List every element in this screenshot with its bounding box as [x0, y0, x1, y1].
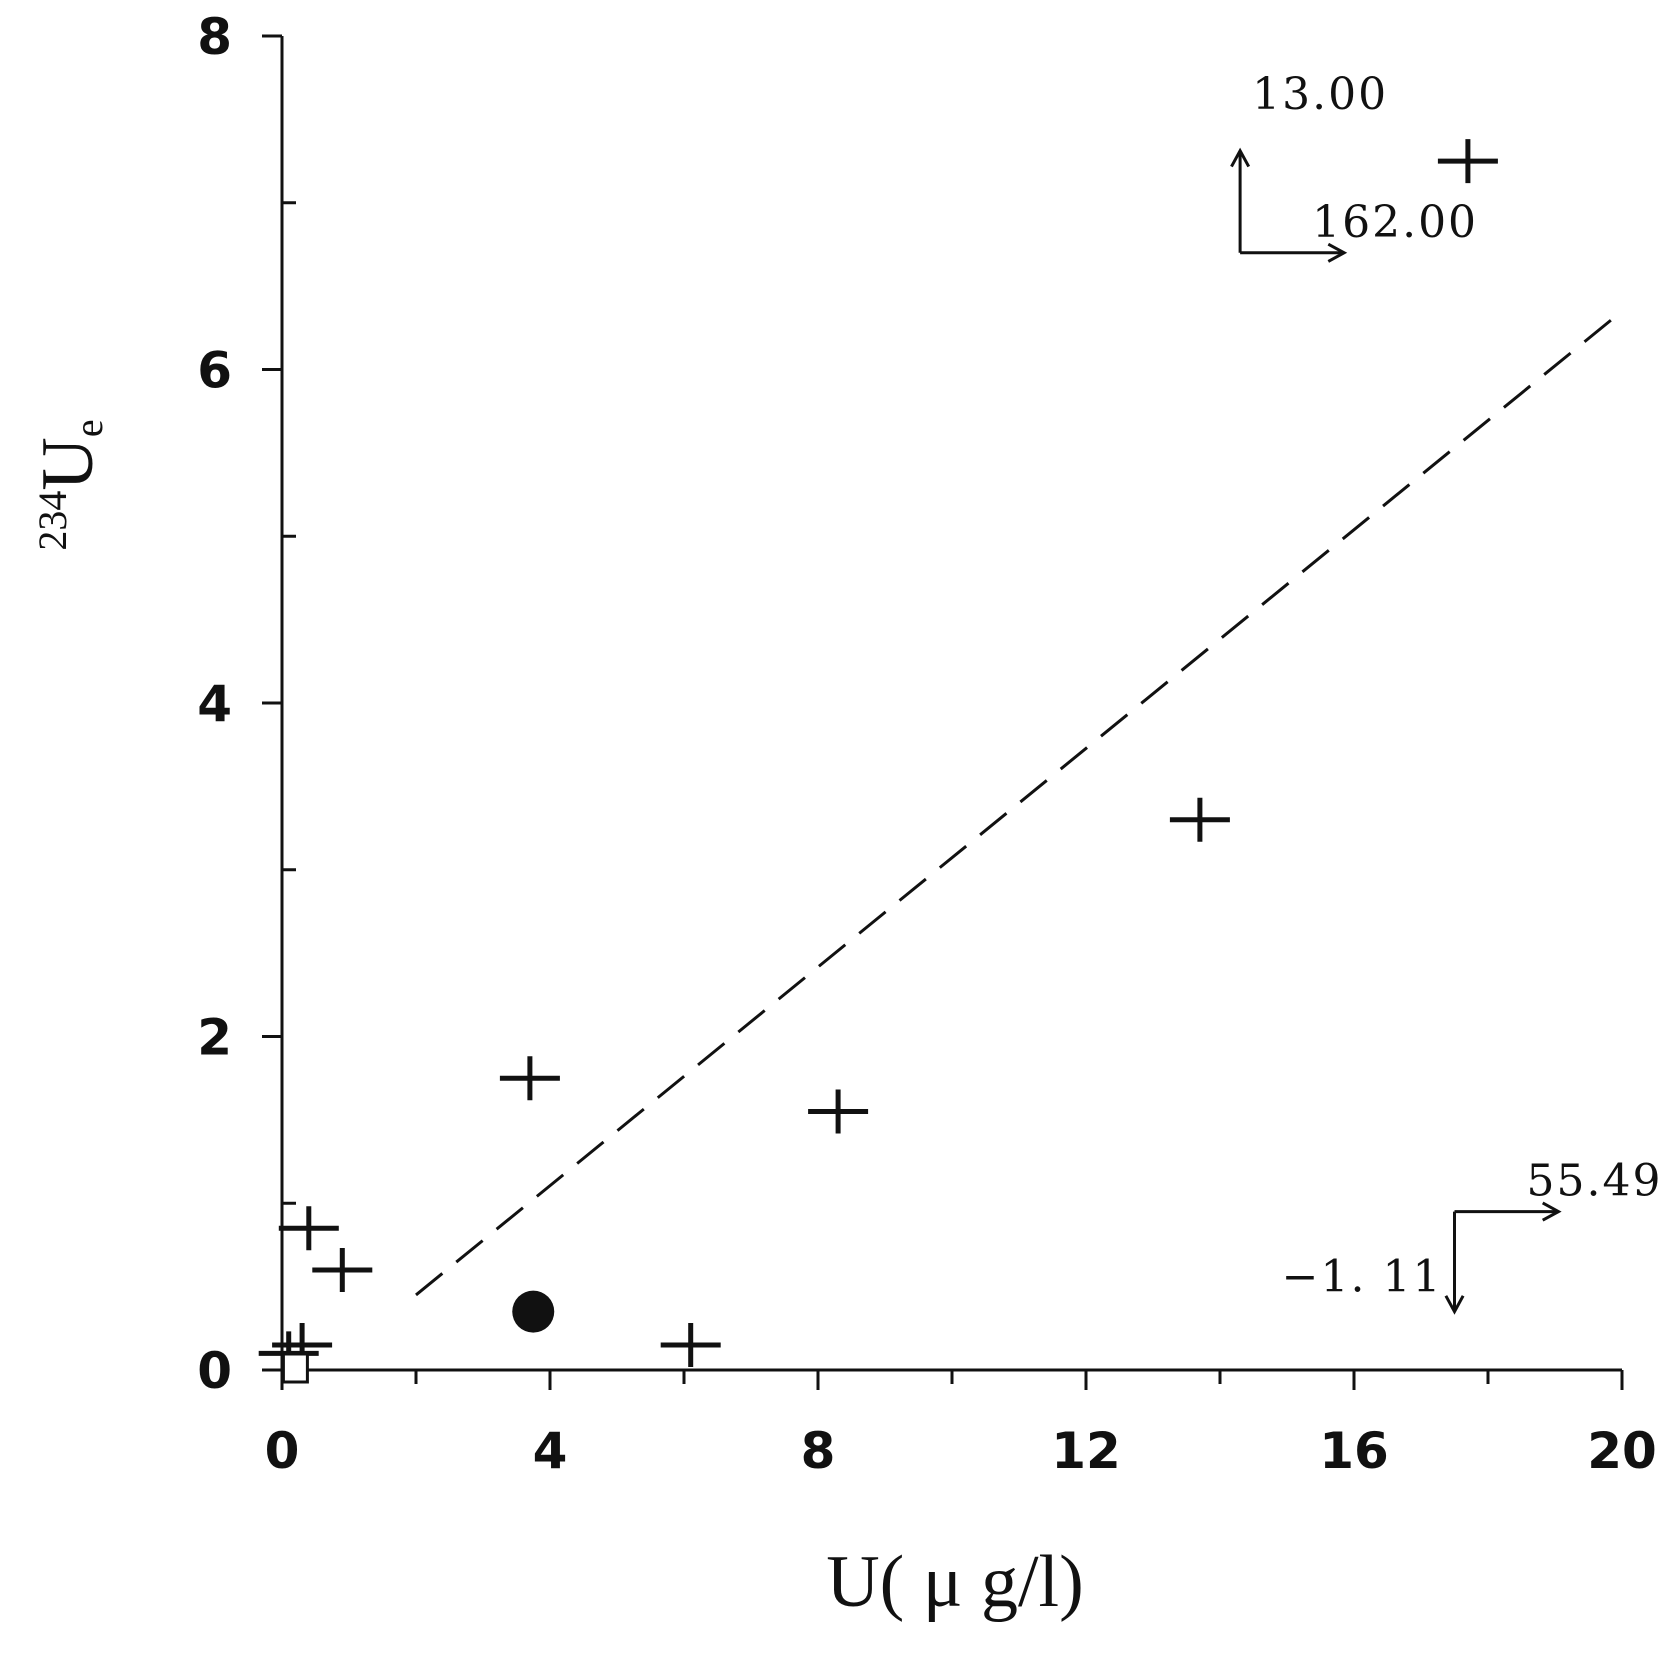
square-point [281, 1352, 309, 1384]
x-tick-label: 8 [801, 1422, 836, 1480]
annotation-label: −1. 11 [1282, 1252, 1443, 1303]
circle-point [512, 1290, 555, 1333]
annotation-arrow-down-head [1444, 1295, 1465, 1315]
annotation-label: 13.00 [1252, 69, 1388, 120]
annotation-arrow-right-head [1327, 242, 1348, 263]
y-tick-label: 2 [197, 1009, 232, 1067]
plus-point [499, 1056, 560, 1101]
svg-text:234Ue: 234Ue [27, 419, 111, 550]
y-axis-title-main: U [27, 437, 109, 490]
x-tick-label: 12 [1051, 1422, 1121, 1480]
plus-point [312, 1247, 373, 1292]
x-tick-label: 16 [1319, 1422, 1389, 1480]
plus-point [1437, 139, 1498, 184]
annotation-arrow-right-head [1541, 1201, 1562, 1222]
tick-labels: 0 2 4 6 8 0 4 8 12 16 20 [197, 8, 1657, 1480]
annotation-label: 55.49 [1527, 1156, 1663, 1207]
y-tick-label: 8 [197, 8, 232, 66]
annotations: 13.00 162.00 55.49 −1. 11 [1230, 69, 1663, 1315]
annotation-arrow-up-head [1230, 147, 1251, 168]
plus-point [1169, 797, 1230, 842]
plus-point [278, 1206, 339, 1251]
plus-point [660, 1322, 721, 1367]
y-tick-label: 6 [197, 342, 232, 400]
data-points [258, 139, 1498, 1384]
y-tick-label: 4 [197, 675, 232, 733]
y-axis-title-superscript: 234 [30, 491, 75, 551]
y-axis-title-subscript: e [66, 419, 111, 437]
x-tick-label: 20 [1587, 1422, 1657, 1480]
x-tick-label: 4 [533, 1422, 568, 1480]
x-axis-title: U( μ g/l) [826, 1541, 1084, 1623]
y-axis-title: 234Ue [27, 419, 111, 550]
x-tick-label: 0 [265, 1422, 300, 1480]
y-tick-label: 0 [197, 1342, 232, 1400]
annotation-label: 162.00 [1312, 197, 1478, 248]
trend-line-group [415, 309, 1623, 1297]
trend-line [415, 309, 1623, 1297]
plus-point [808, 1089, 869, 1134]
